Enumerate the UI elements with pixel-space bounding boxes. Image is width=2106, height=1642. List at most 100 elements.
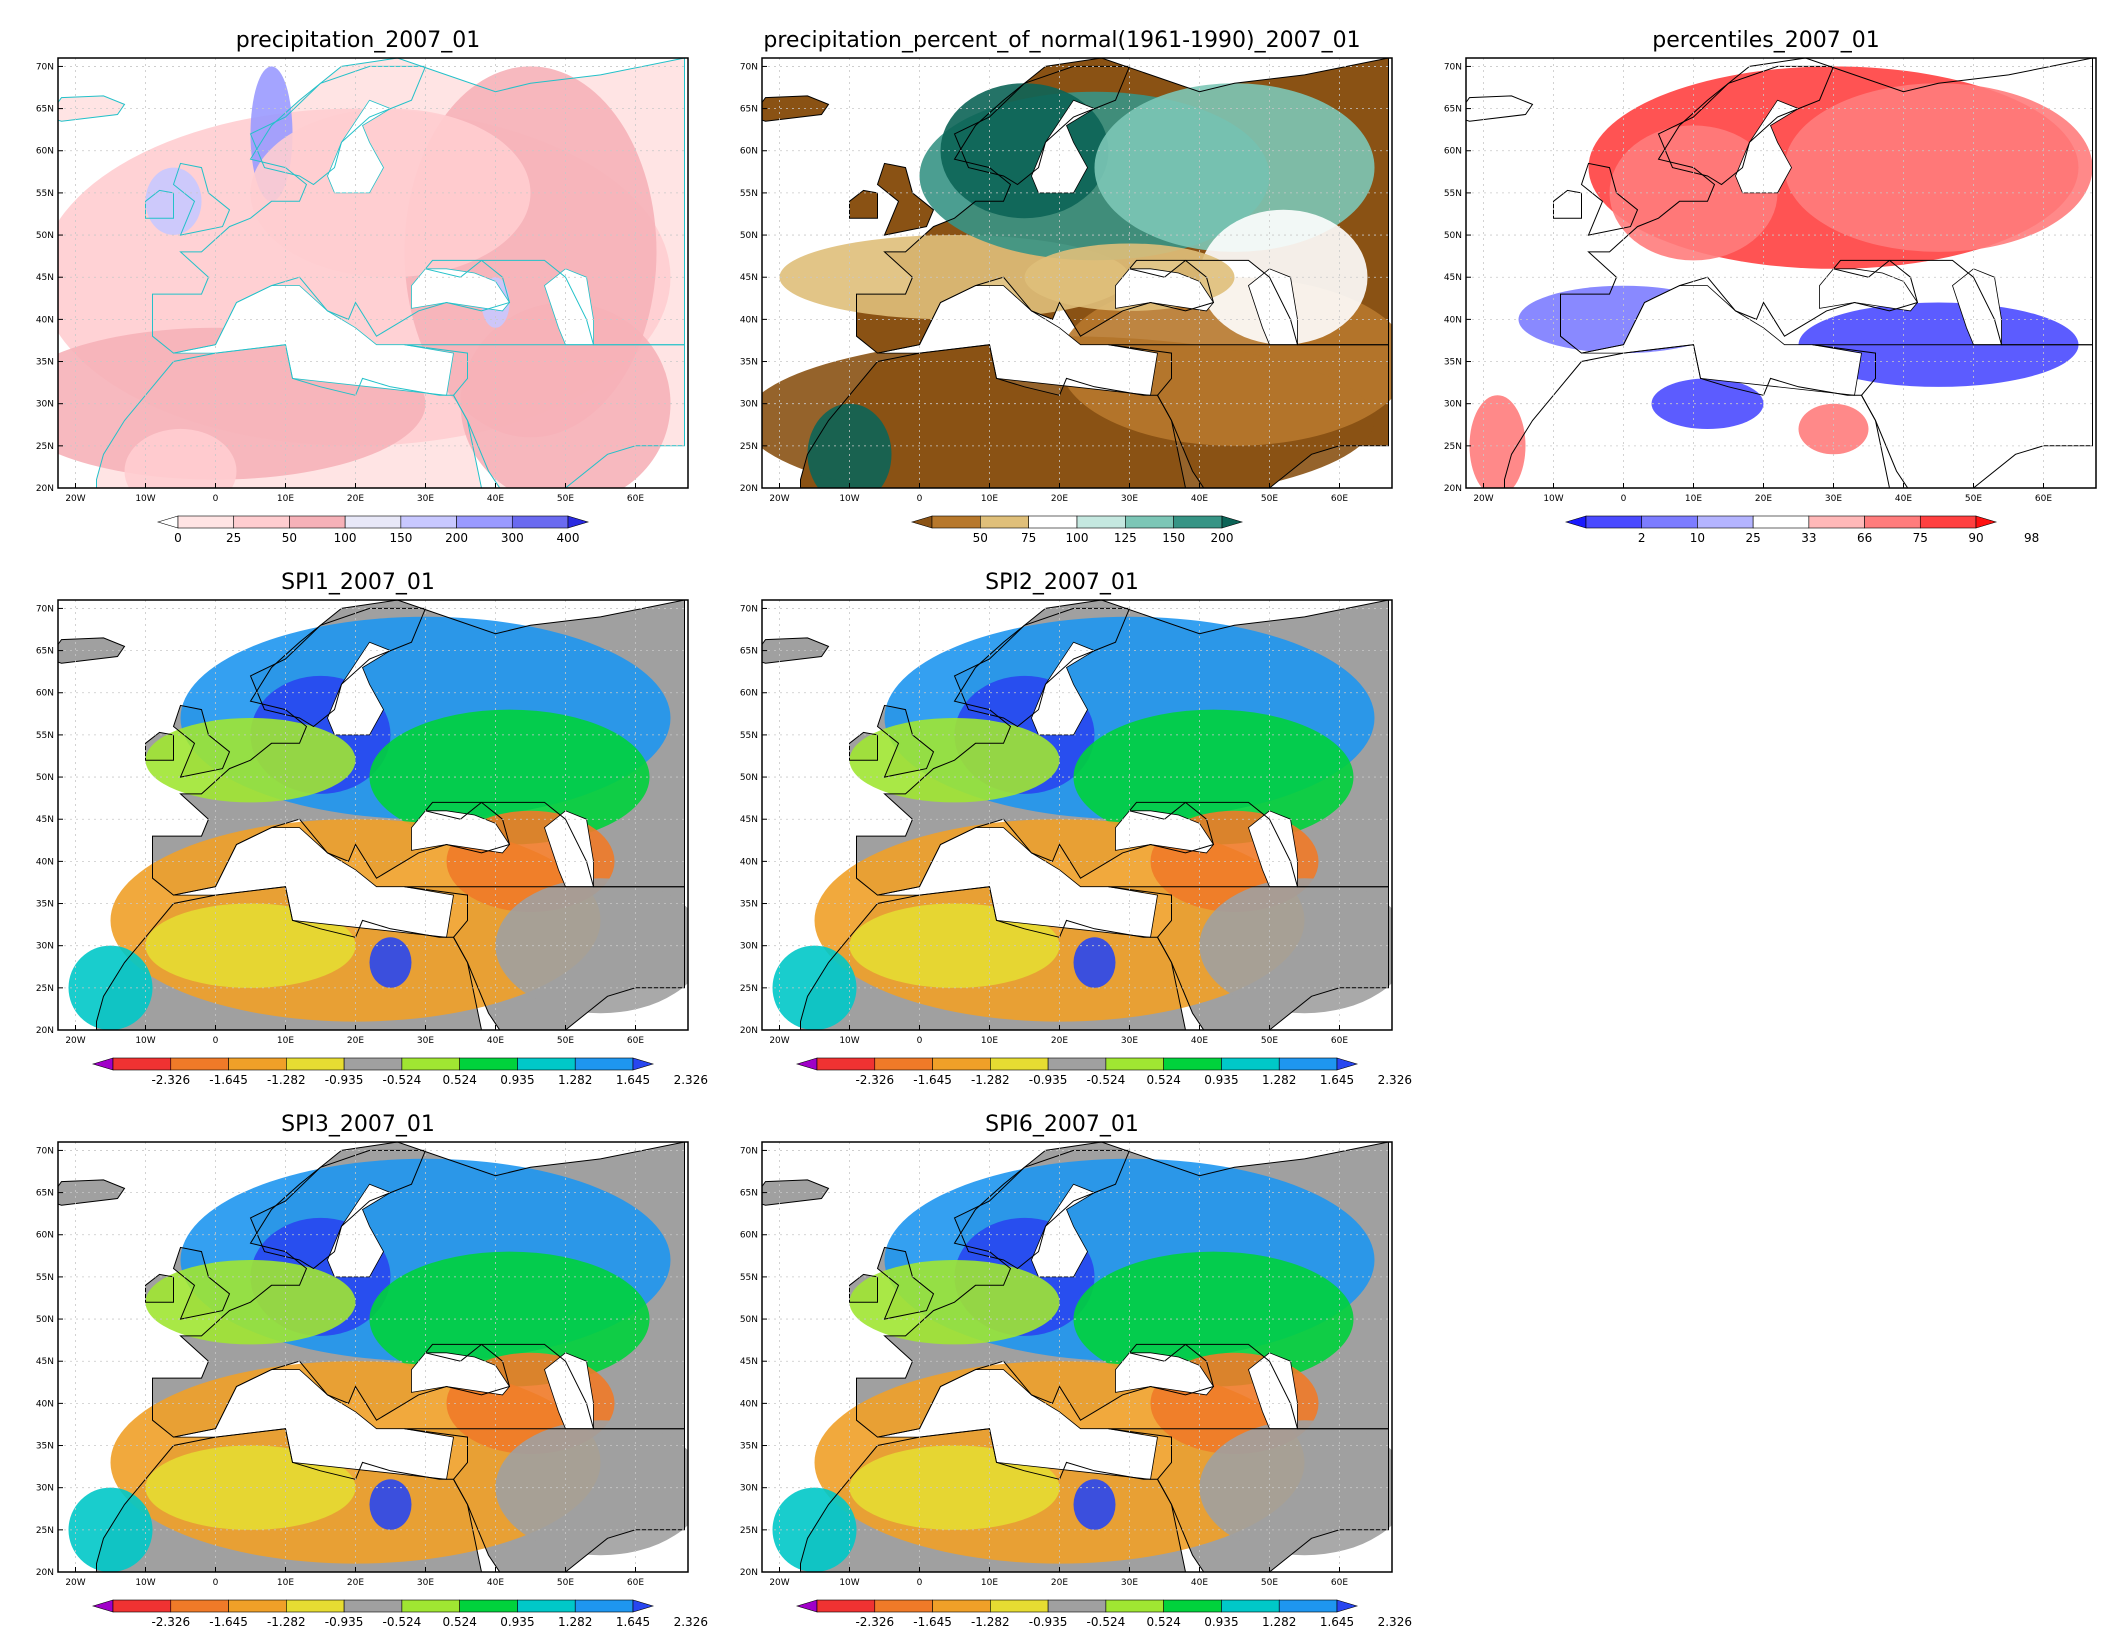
lat-tick-label: 20N [740,1026,758,1036]
land-area [58,95,125,122]
colorbar-label: -2.326 [855,1615,894,1629]
lat-tick-label: 65N [740,105,758,115]
map-frame [761,599,1393,1031]
lon-tick-label: 10E [981,1578,998,1588]
lon-tick-label: 10E [277,1036,294,1046]
data-blob [1784,83,2093,252]
colorbar-label: 0 [174,531,182,545]
colorbar-cell [1221,1599,1280,1613]
lon-tick-label: 60E [627,1036,644,1046]
map-percent-of-normal: 70N 65N 60N 55N 50N 45N 40N 35N 30N 25N 20N 20W 10W 0… [740,57,1393,545]
colorbar-label: 150 [389,531,412,545]
lat-tick-label: 35N [740,358,758,368]
colorbar-cell [517,1057,576,1071]
colorbar-cell [1641,515,1698,529]
lon-tick-label: 10E [1685,494,1702,504]
sea-area [327,99,392,194]
land-area [877,163,934,236]
colorbar-cell [1336,1599,1359,1613]
lat-tick-label: 60N [740,1231,758,1241]
sea-area [1248,268,1298,346]
coastline [762,1179,830,1206]
lat-tick-label: 30N [36,942,54,952]
colorbar-label: -1.645 [913,1073,952,1087]
lat-tick-label: 50N [36,773,54,783]
sea-area [1031,641,1096,736]
coastline [800,886,1187,1030]
lon-tick-label: 30E [417,1578,434,1588]
coastline [404,1428,685,1572]
lon-tick-label: 50E [557,1578,574,1588]
colorbar-cell [1752,515,1810,529]
lon-tick-label: 30E [1825,494,1842,504]
colorbar-label: 2 [1638,531,1646,545]
land-area [762,1179,829,1206]
colorbar-cell [1125,515,1174,529]
coastline [404,886,685,1030]
coastline [1553,189,1582,219]
coastline [404,344,685,488]
coastline [1466,95,1534,122]
colorbar-label: 2.326 [1378,1073,1412,1087]
colorbar-label: -1.645 [913,1615,952,1629]
colorbar-cell [228,1057,287,1071]
data-blob [1798,403,1869,455]
map-spi6: 70N 65N 60N 55N 50N 45N 40N 35N 30N 25N 20N 20W 10W 0… [740,1141,1412,1629]
lat-tick-label: 40N [36,1399,54,1409]
colorbar-cell [1047,1057,1107,1071]
lon-tick-label: 10W [1543,494,1563,504]
colorbar-label: 1.645 [1320,1073,1354,1087]
coastline [96,1428,483,1572]
lat-tick-label: 60N [1444,147,1462,157]
lat-tick-label: 25N [36,442,54,452]
coastline [953,65,1131,186]
lon-tick-label: 10W [839,1036,859,1046]
lat-tick-label: 55N [36,189,54,199]
lat-tick-label: 45N [740,1357,758,1367]
lon-tick-label: 0 [917,1578,923,1588]
data-blob [68,945,153,1030]
lon-tick-label: 20W [769,1036,789,1046]
sea-area [544,268,594,346]
lon-tick-label: 60E [627,1578,644,1588]
colorbar-label: -0.524 [1087,1615,1126,1629]
lon-tick-label: 10E [981,1036,998,1046]
lat-tick-label: 65N [36,1189,54,1199]
panel-spi1: SPI1_2007_01 70N 65N 60N 55N 50N 45N 40N 35N 30N… [8,560,708,1100]
colorbar-cell [1278,1599,1338,1613]
lat-tick-label: 35N [740,900,758,910]
colorbar-cell [511,515,569,529]
lon-tick-label: 20E [347,1578,364,1588]
colorbar-cell [980,515,1029,529]
land-area [1553,190,1582,219]
colorbar-cell [91,1599,114,1613]
lat-tick-label: 60N [36,1231,54,1241]
coastline [849,189,878,219]
lon-tick-label: 0 [213,494,219,504]
lon-tick-label: 60E [1331,1036,1348,1046]
panel-spi3: SPI3_2007_01 70N 65N 60N 55N 50N 45N 40N 35N 30N… [8,1102,708,1642]
sea-area [1248,810,1298,888]
lat-tick-label: 45N [1444,273,1462,283]
colorbar-cell [1585,515,1643,529]
sea-area [544,1352,594,1430]
colorbar-label: 125 [1114,531,1137,545]
data-blob [495,878,688,1014]
lon-tick-label: 0 [213,1036,219,1046]
lat-tick-label: 55N [740,731,758,741]
lat-tick-label: 70N [36,1146,54,1156]
colorbar-cell [517,1599,576,1613]
colorbar-label: 98 [2024,531,2039,545]
colorbar-label: -1.282 [267,1073,306,1087]
colorbar-label: -0.935 [1029,1073,1068,1087]
lat-tick-label: 60N [740,689,758,699]
lat-tick-label: 45N [36,273,54,283]
colorbar-cell [932,1057,991,1071]
land-area [762,95,829,122]
coastline [1108,886,1389,1030]
map-frame [57,1141,689,1573]
colorbar-label: 75 [1021,531,1036,545]
colorbar-cell [1808,515,1865,529]
colorbar-cell [228,1599,287,1613]
lon-tick-label: 20E [1051,1578,1068,1588]
